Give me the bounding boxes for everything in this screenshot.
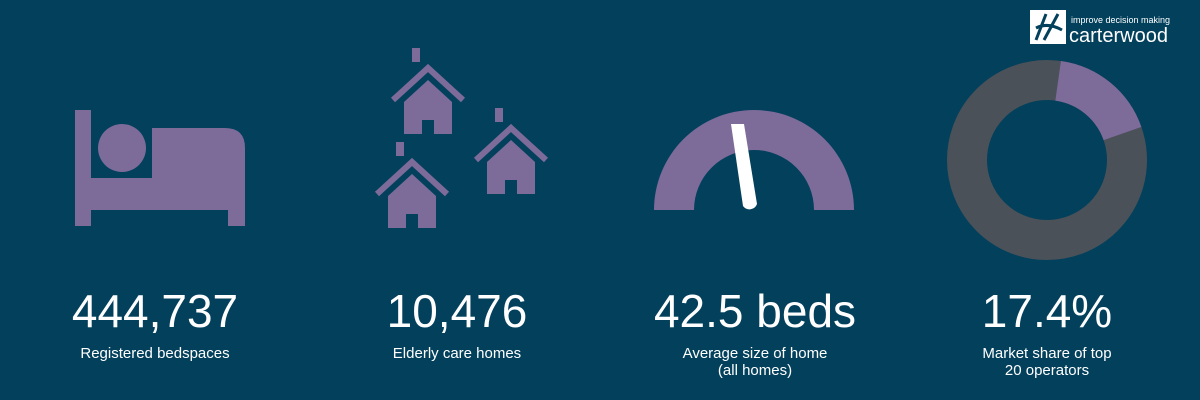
gauge-icon [654,110,854,210]
logo: improve decision making carterwood [1030,10,1170,47]
donut-ring [947,60,1147,260]
logo-stripes [1034,13,1063,41]
donut-icon [947,60,1147,261]
stat-label: Average size of home [683,345,828,362]
logo-tagline: improve decision making [1071,15,1170,25]
stat-value: 17.4% [982,285,1112,337]
gauge-arc [654,110,854,210]
bed-pillow [98,124,146,172]
bed-body [91,128,245,226]
stat-label: (all homes) [718,362,792,379]
stat-value: 444,737 [72,285,238,337]
stat-label: Elderly care homes [393,345,521,362]
stat-label: Market share of top [982,345,1111,362]
bed-icon [75,110,245,226]
logo-name: carterwood [1069,25,1168,47]
bed-head [75,110,91,226]
gauge-needle [731,124,757,210]
stat-value: 10,476 [387,285,528,337]
stat-label: 20 operators [1005,362,1089,379]
stat-label: Registered bedspaces [80,345,229,362]
stat-value: 42.5 beds [654,285,856,337]
